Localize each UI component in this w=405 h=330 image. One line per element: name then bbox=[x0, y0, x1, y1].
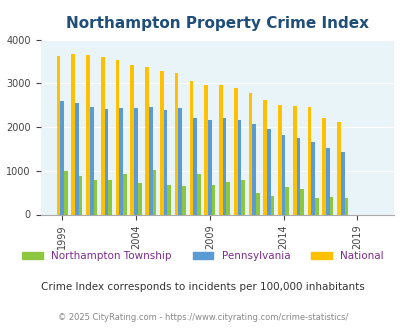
Bar bbox=[226, 182, 230, 214]
Bar bbox=[182, 186, 185, 214]
Bar bbox=[193, 118, 196, 214]
Bar bbox=[108, 181, 112, 214]
Bar bbox=[145, 67, 149, 214]
Bar bbox=[211, 185, 215, 214]
Bar bbox=[325, 148, 329, 214]
Bar bbox=[237, 120, 241, 214]
Bar bbox=[115, 60, 119, 214]
Bar bbox=[93, 180, 97, 214]
Bar bbox=[174, 73, 178, 215]
Bar bbox=[292, 106, 296, 214]
Bar bbox=[233, 88, 237, 214]
Bar bbox=[241, 180, 244, 214]
Bar bbox=[71, 53, 75, 214]
Bar bbox=[189, 81, 193, 214]
Bar bbox=[79, 176, 82, 214]
Bar bbox=[160, 71, 163, 215]
Bar bbox=[222, 118, 226, 214]
Bar bbox=[196, 174, 200, 214]
Bar bbox=[296, 138, 300, 214]
Bar bbox=[300, 189, 303, 214]
Bar bbox=[219, 85, 222, 214]
Bar bbox=[252, 124, 255, 214]
Title: Northampton Property Crime Index: Northampton Property Crime Index bbox=[66, 16, 368, 31]
Bar bbox=[285, 186, 288, 214]
Bar bbox=[344, 198, 347, 214]
Bar bbox=[178, 108, 182, 214]
Bar bbox=[336, 122, 340, 214]
Bar bbox=[130, 65, 134, 214]
Bar bbox=[163, 111, 167, 214]
Bar bbox=[281, 135, 285, 214]
Bar bbox=[311, 142, 314, 214]
Bar bbox=[329, 197, 333, 215]
Bar bbox=[57, 56, 60, 214]
Bar bbox=[149, 107, 152, 214]
Bar bbox=[138, 182, 141, 214]
Bar bbox=[340, 152, 344, 214]
Bar bbox=[86, 55, 90, 214]
Bar bbox=[270, 196, 274, 214]
Bar bbox=[101, 57, 104, 214]
Bar bbox=[322, 118, 325, 214]
Legend: Northampton Township, Pennsylvania, National: Northampton Township, Pennsylvania, Nati… bbox=[18, 247, 387, 265]
Bar bbox=[248, 93, 252, 214]
Text: Crime Index corresponds to incidents per 100,000 inhabitants: Crime Index corresponds to incidents per… bbox=[41, 282, 364, 292]
Bar bbox=[266, 129, 270, 214]
Bar bbox=[263, 100, 266, 214]
Bar bbox=[167, 185, 171, 214]
Text: © 2025 CityRating.com - https://www.cityrating.com/crime-statistics/: © 2025 CityRating.com - https://www.city… bbox=[58, 313, 347, 322]
Bar bbox=[255, 193, 259, 215]
Bar bbox=[90, 107, 93, 214]
Bar bbox=[204, 84, 207, 214]
Bar bbox=[60, 101, 64, 214]
Bar bbox=[64, 171, 68, 214]
Bar bbox=[314, 198, 318, 214]
Bar bbox=[207, 120, 211, 214]
Bar bbox=[134, 108, 138, 214]
Bar bbox=[152, 170, 156, 214]
Bar bbox=[75, 103, 79, 214]
Bar bbox=[123, 174, 126, 214]
Bar bbox=[277, 105, 281, 214]
Bar bbox=[119, 108, 123, 214]
Bar bbox=[104, 109, 108, 214]
Bar bbox=[307, 107, 311, 214]
